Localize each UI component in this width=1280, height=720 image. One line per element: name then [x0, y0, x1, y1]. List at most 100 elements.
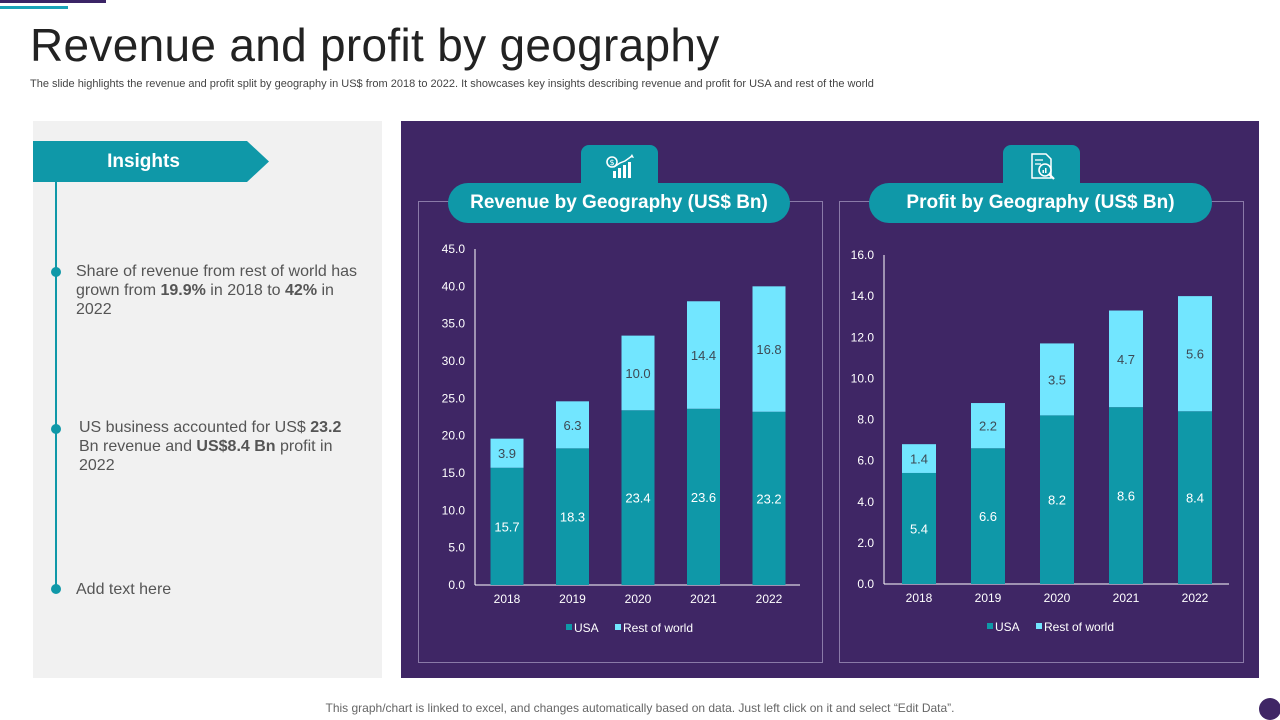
- insights-heading-tab: Insights: [33, 141, 269, 182]
- bar-usa: [971, 448, 1005, 584]
- x-tick-label: 2019: [559, 592, 586, 606]
- bar-rest-of-world: [1178, 296, 1212, 412]
- bar-value-label: 2.2: [979, 419, 997, 434]
- revenue-chart-icon: $: [605, 154, 634, 178]
- revenue-bar-chart: 0.0 5.0 10.0 15.0 20.0 25.0 30.0 35.0 40.0 45.0 15…: [442, 242, 800, 635]
- bar-rest-of-world: [971, 403, 1005, 449]
- timeline-bullet: [51, 424, 61, 434]
- bar-value-label: 14.4: [691, 348, 716, 363]
- bar-usa: [1040, 415, 1074, 584]
- bar-usa: [687, 408, 720, 585]
- profit-icon-tab: [1003, 145, 1080, 189]
- x-tick-label: 2020: [1044, 591, 1071, 605]
- legend-label-rest-of-world: Rest of world: [1044, 620, 1114, 634]
- bar-value-label: 23.2: [756, 491, 781, 506]
- x-tick-label: 2021: [690, 592, 717, 606]
- y-tick-label: 30.0: [442, 354, 466, 368]
- insight-item-2: US business accounted for US$ 23.2 Bn re…: [79, 419, 342, 474]
- bar-usa: [556, 448, 589, 585]
- timeline-bullet: [51, 584, 61, 594]
- y-tick-label: 0.0: [448, 578, 465, 592]
- page-title: Revenue and profit by geography: [30, 19, 720, 71]
- insight-item-3: Add text here: [76, 581, 172, 598]
- y-tick-label: 15.0: [442, 466, 466, 480]
- bar-rest-of-world: [556, 401, 589, 449]
- legend-swatch-usa: [987, 623, 993, 629]
- y-tick-label: 10.0: [851, 371, 875, 385]
- bar-usa: [902, 472, 936, 584]
- svg-text:$: $: [609, 158, 614, 167]
- y-tick-label: 45.0: [442, 242, 466, 256]
- bar-value-label: 8.6: [1117, 489, 1135, 504]
- bar-rest-of-world: [687, 301, 720, 409]
- profit-chart-title: Profit by Geography (US$ Bn): [869, 183, 1212, 223]
- bar-value-label: 23.6: [691, 490, 716, 505]
- insight-item-1: Share of revenue from rest of world has …: [76, 263, 358, 318]
- bar-value-label: 8.2: [1048, 493, 1066, 508]
- page-subtitle: The slide highlights the revenue and pro…: [30, 78, 874, 90]
- bar-usa: [490, 467, 524, 585]
- legend-label-usa: USA: [574, 621, 599, 635]
- legend-swatch-rest-of-world: [1036, 623, 1042, 629]
- bar-value-label: 4.7: [1117, 352, 1135, 367]
- x-tick-label: 2018: [906, 591, 933, 605]
- y-tick-label: 40.0: [442, 279, 466, 293]
- bar-value-label: 6.3: [563, 418, 581, 433]
- bar-usa: [1109, 407, 1143, 584]
- x-tick-label: 2018: [494, 592, 521, 606]
- top-accent-teal: [0, 6, 68, 9]
- bar-usa: [752, 411, 786, 585]
- bar-rest-of-world: [1040, 343, 1074, 416]
- x-tick-label: 2020: [625, 592, 652, 606]
- legend-swatch-usa: [566, 624, 572, 630]
- y-tick-label: 12.0: [851, 330, 875, 344]
- bar-rest-of-world: [1109, 310, 1143, 408]
- y-tick-label: 20.0: [442, 429, 466, 443]
- insights-panel: [33, 121, 382, 678]
- y-tick-label: 16.0: [851, 248, 875, 262]
- y-tick-label: 10.0: [442, 503, 466, 517]
- y-tick-label: 6.0: [857, 454, 874, 468]
- bar-value-label: 18.3: [560, 510, 585, 525]
- timeline-bullet: [51, 267, 61, 277]
- legend-swatch-rest-of-world: [615, 624, 621, 630]
- top-accent-purple: [0, 0, 106, 3]
- y-tick-label: 4.0: [857, 495, 874, 509]
- bar-rest-of-world: [490, 438, 524, 468]
- legend-label-rest-of-world: Rest of world: [623, 621, 693, 635]
- footer-note: This graph/chart is linked to excel, and…: [325, 701, 955, 715]
- bar-value-label: 8.4: [1186, 491, 1204, 506]
- insights-heading: Insights: [107, 150, 180, 172]
- y-tick-label: 8.0: [857, 413, 874, 427]
- bar-value-label: 1.4: [910, 452, 928, 467]
- y-tick-label: 5.0: [448, 541, 465, 555]
- corner-dot: [1259, 698, 1280, 720]
- bar-usa: [621, 410, 655, 585]
- bar-usa: [1178, 411, 1212, 584]
- x-tick-label: 2022: [1182, 591, 1209, 605]
- bar-value-label: 3.5: [1048, 372, 1066, 387]
- x-tick-label: 2019: [975, 591, 1002, 605]
- insights-timeline: [55, 182, 57, 590]
- bar-rest-of-world: [752, 286, 786, 412]
- bar-value-label: 5.6: [1186, 347, 1204, 362]
- bar-value-label: 10.0: [625, 366, 650, 381]
- profit-analysis-icon: [1030, 153, 1055, 180]
- bar-value-label: 16.8: [756, 342, 781, 357]
- legend-label-usa: USA: [995, 620, 1020, 634]
- bar-rest-of-world: [621, 335, 655, 411]
- bar-value-label: 5.4: [910, 521, 928, 536]
- bar-rest-of-world: [902, 444, 936, 473]
- bar-value-label: 3.9: [498, 446, 516, 461]
- profit-bar-chart: 0.0 2.0 4.0 6.0 8.0 10.0 12.0 14.0 16.0 5.4 1.4 201…: [851, 248, 1229, 634]
- bar-value-label: 6.6: [979, 509, 997, 524]
- y-tick-label: 14.0: [851, 289, 875, 303]
- bar-value-label: 23.4: [625, 491, 650, 506]
- y-tick-label: 0.0: [857, 577, 874, 591]
- bar-value-label: 15.7: [494, 519, 519, 534]
- revenue-icon-tab: $: [581, 145, 658, 189]
- revenue-chart-title: Revenue by Geography (US$ Bn): [448, 183, 790, 223]
- y-tick-label: 2.0: [857, 536, 874, 550]
- x-tick-label: 2022: [756, 592, 783, 606]
- y-tick-label: 35.0: [442, 317, 466, 331]
